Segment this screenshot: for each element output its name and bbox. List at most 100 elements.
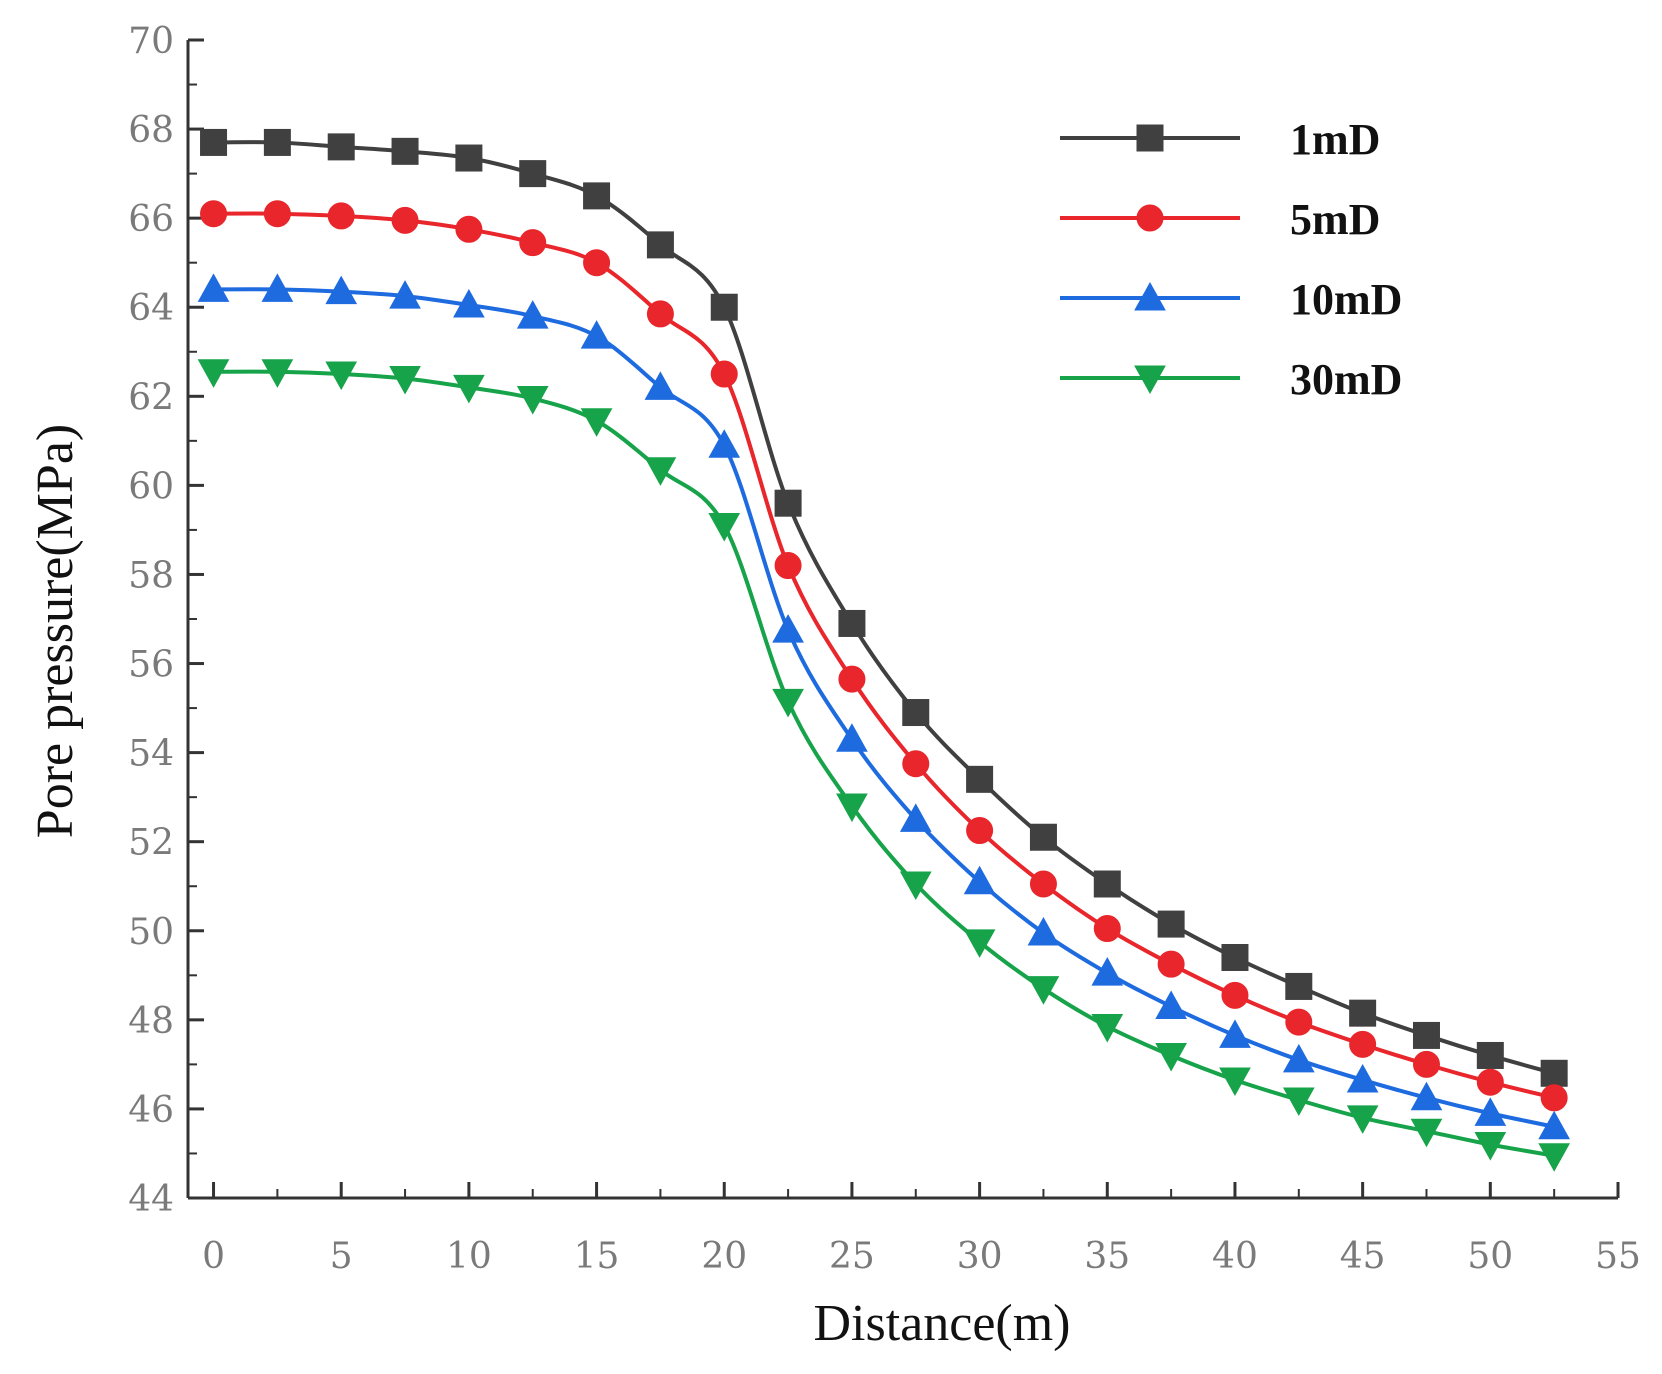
data-point-30mD xyxy=(899,871,932,901)
y-tick-label: 56 xyxy=(128,645,174,686)
data-point-30mD xyxy=(197,359,230,388)
legend-item-10mD: 10mD xyxy=(1060,275,1402,324)
series-30mD xyxy=(197,359,1571,1172)
data-point-30mD xyxy=(1219,1067,1251,1097)
y-tick-label: 48 xyxy=(128,1001,174,1042)
data-point-10mD xyxy=(836,723,868,752)
data-point-5mD xyxy=(327,202,355,230)
data-point-1mD xyxy=(838,609,866,637)
legend-label: 1mD xyxy=(1290,115,1380,164)
x-tick-label: 15 xyxy=(574,1236,620,1277)
data-point-5mD xyxy=(583,249,611,277)
x-tick-label: 55 xyxy=(1595,1236,1641,1277)
x-axis-title: Distance(m) xyxy=(813,1295,1070,1352)
data-point-30mD xyxy=(708,512,741,542)
data-point-5mD xyxy=(1221,981,1249,1009)
x-tick-label: 20 xyxy=(701,1236,747,1277)
data-point-10mD xyxy=(453,288,485,318)
data-point-5mD xyxy=(391,206,419,234)
data-point-30mD xyxy=(1091,1014,1124,1043)
y-tick-label: 50 xyxy=(128,912,174,953)
data-point-10mD xyxy=(1027,916,1060,946)
data-point-5mD xyxy=(1285,1008,1313,1036)
data-point-10mD xyxy=(389,280,421,309)
series-5mD xyxy=(200,200,1568,1112)
legend-marker xyxy=(1136,204,1164,232)
data-point-5mD xyxy=(455,215,483,243)
y-tick-label: 60 xyxy=(128,466,174,507)
data-point-5mD xyxy=(1093,915,1121,943)
series-1mD xyxy=(200,128,1568,1087)
data-point-30mD xyxy=(516,386,549,415)
x-tick-label: 30 xyxy=(957,1236,1003,1277)
data-point-10mD xyxy=(1091,957,1124,986)
data-point-5mD xyxy=(966,817,994,845)
y-tick-label: 46 xyxy=(128,1090,174,1131)
data-point-5mD xyxy=(1029,870,1057,898)
legend-label: 30mD xyxy=(1290,355,1402,404)
data-point-30mD xyxy=(1282,1087,1315,1117)
data-point-10mD xyxy=(261,273,294,302)
legend-marker xyxy=(1134,281,1166,311)
data-point-30mD xyxy=(1538,1143,1571,1172)
legend-marker xyxy=(1134,365,1166,395)
data-point-30mD xyxy=(1474,1132,1507,1161)
x-tick-label: 0 xyxy=(202,1236,225,1277)
data-point-1mD xyxy=(902,699,930,727)
data-point-1mD xyxy=(1412,1021,1440,1049)
axes: 0 5 10 15 20 25 30 35 40 45 50 55 44 46 48 50 52 54 56 58 6… xyxy=(128,21,1641,1277)
data-point-5mD xyxy=(1349,1030,1377,1058)
data-point-1mD xyxy=(583,182,611,210)
data-point-30mD xyxy=(644,457,677,486)
data-point-1mD xyxy=(263,128,291,156)
legend-item-30mD: 30mD xyxy=(1060,355,1402,404)
data-point-30mD xyxy=(453,374,485,404)
y-tick-label: 64 xyxy=(128,288,174,329)
x-tick-label: 50 xyxy=(1467,1236,1513,1277)
data-point-10mD xyxy=(1538,1110,1571,1140)
data-point-5mD xyxy=(774,552,802,580)
data-point-30mD xyxy=(1155,1042,1187,1072)
data-point-30mD xyxy=(580,408,613,437)
data-point-1mD xyxy=(1157,910,1185,938)
data-point-1mD xyxy=(646,231,674,259)
data-point-1mD xyxy=(1540,1059,1568,1087)
data-point-1mD xyxy=(455,144,483,172)
legend-label: 10mD xyxy=(1290,275,1402,324)
series-layer xyxy=(197,128,1571,1172)
data-point-1mD xyxy=(774,489,802,517)
data-point-1mD xyxy=(519,160,547,188)
legend-item-5mD: 5mD xyxy=(1060,195,1380,244)
y-tick-label: 52 xyxy=(128,823,174,864)
data-point-1mD xyxy=(200,128,228,156)
data-point-30mD xyxy=(1027,976,1060,1005)
x-axis-ticks: 0 5 10 15 20 25 30 35 40 45 50 55 xyxy=(202,1182,1641,1277)
data-point-5mD xyxy=(710,360,738,388)
x-tick-label: 40 xyxy=(1212,1236,1258,1277)
y-tick-label: 62 xyxy=(128,377,174,418)
data-point-30mD xyxy=(389,365,421,395)
data-point-10mD xyxy=(708,429,741,458)
data-point-5mD xyxy=(519,229,547,257)
data-point-1mD xyxy=(710,293,738,321)
data-point-1mD xyxy=(1476,1041,1504,1069)
data-point-30mD xyxy=(1346,1105,1379,1134)
data-point-1mD xyxy=(1349,999,1377,1027)
series-10mD xyxy=(197,273,1571,1140)
x-tick-label: 45 xyxy=(1340,1236,1386,1277)
data-point-30mD xyxy=(1410,1118,1443,1148)
data-point-1mD xyxy=(1221,943,1249,971)
y-axis-title: Pore pressure(MPa) xyxy=(27,424,84,838)
data-point-10mD xyxy=(1155,990,1187,1019)
y-tick-label: 44 xyxy=(128,1179,174,1220)
data-point-10mD xyxy=(1282,1043,1315,1073)
legend-marker xyxy=(1136,124,1164,152)
data-point-30mD xyxy=(772,688,804,718)
data-point-1mD xyxy=(1285,972,1313,1000)
data-point-30mD xyxy=(261,359,294,388)
data-point-5mD xyxy=(1157,950,1185,978)
data-point-5mD xyxy=(263,200,291,228)
data-point-10mD xyxy=(1410,1081,1443,1111)
y-axis-ticks: 44 46 48 50 52 54 56 58 60 62 64 66 68 70 xyxy=(128,21,204,1220)
